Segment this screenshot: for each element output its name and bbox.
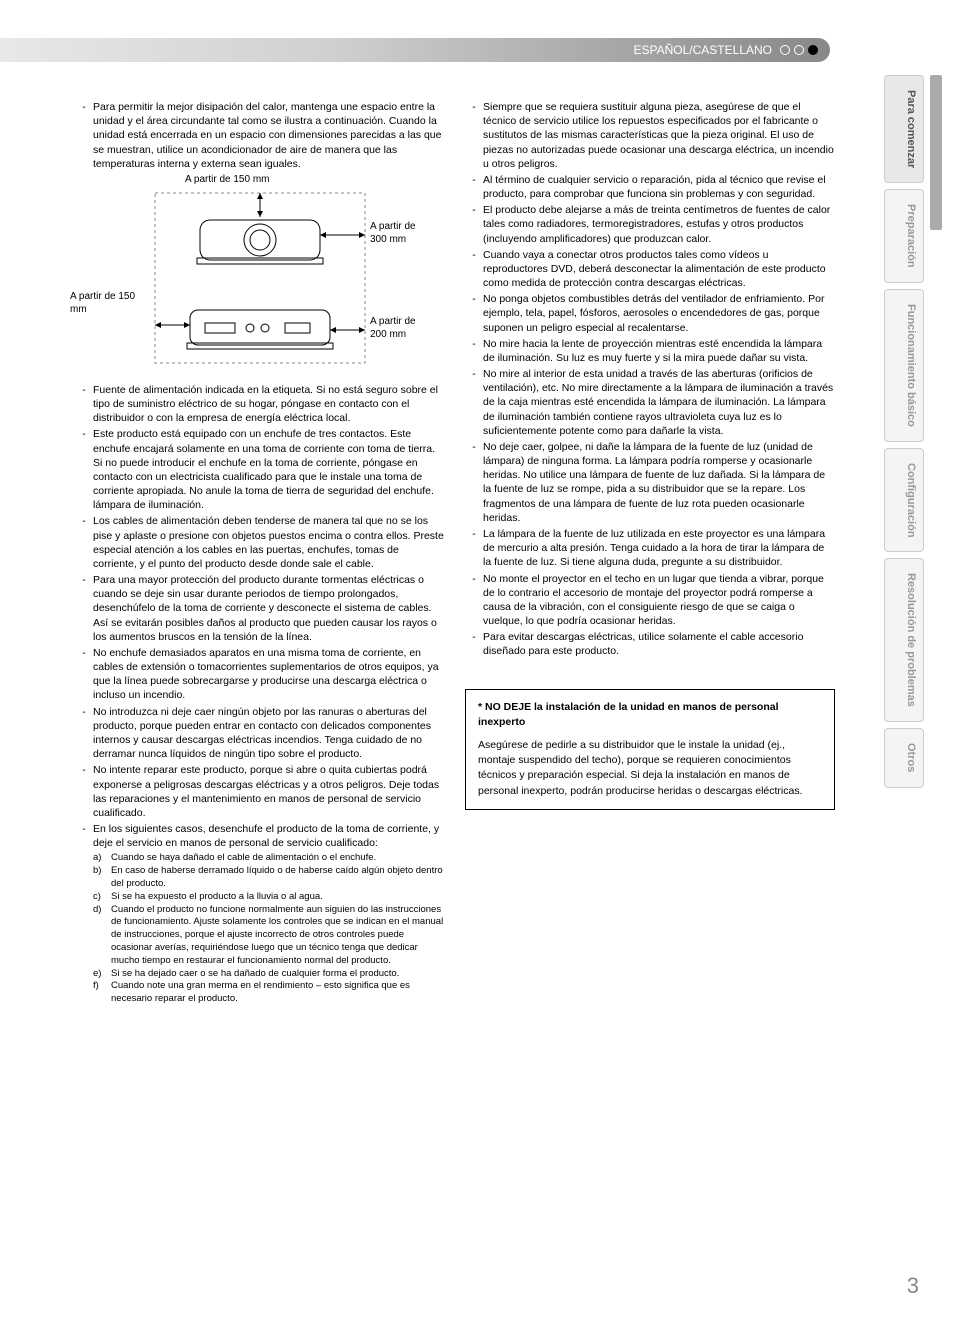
bullet-item: -No introduzca ni deje caer ningún objet… xyxy=(75,705,445,762)
sub-item: b)En caso de haberse derramado líquido o… xyxy=(93,865,445,891)
bullet-item: -No monte el proyector en el techo en un… xyxy=(465,572,835,629)
callout-title: * NO DEJE la instalación de la unidad en… xyxy=(478,700,822,730)
label-r1: A partir de 300 mm xyxy=(370,220,430,247)
tab-otros[interactable]: Otros xyxy=(884,728,924,787)
label-r2: A partir de 200 mm xyxy=(370,315,430,342)
bullet-item: -La lámpara de la fuente de luz utilizad… xyxy=(465,527,835,570)
progress-dots xyxy=(780,45,818,55)
bullet-item: -Al término de cualquier servicio o repa… xyxy=(465,173,835,201)
bullet-item: -Siempre que se requiera sustituir algun… xyxy=(465,100,835,171)
page-number: 3 xyxy=(907,1273,919,1299)
content: - Para permitir la mejor disipación del … xyxy=(75,100,835,1006)
bullet-item: -Para evitar descargas eléctricas, utili… xyxy=(465,630,835,658)
tab-funcionamiento[interactable]: Funcionamiento básico xyxy=(884,289,924,442)
dot xyxy=(794,45,804,55)
dot-active xyxy=(808,45,818,55)
header-bar: ESPAÑOL/CASTELLANO xyxy=(0,38,830,62)
sub-item: e)Si se ha dejado caer o se ha dañado de… xyxy=(93,968,445,981)
label-top: A partir de 150 mm xyxy=(185,173,269,187)
label-left: A partir de 150 mm xyxy=(70,290,150,317)
dot xyxy=(780,45,790,55)
left-column: - Para permitir la mejor disipación del … xyxy=(75,100,445,1006)
bullet-item: -Este producto está equipado con un ench… xyxy=(75,427,445,512)
bullet-item: -No intente reparar este producto, porqu… xyxy=(75,763,445,820)
clearance-diagram: A partir de 150 mm A partir de 300 mm A … xyxy=(115,175,415,375)
bullet-item: -No deje caer, golpee, ni dañe la lámpar… xyxy=(465,440,835,525)
bullet-item: -Para una mayor protección del producto … xyxy=(75,573,445,644)
dash: - xyxy=(75,100,93,171)
bullet-item: -El producto debe alejarse a más de trei… xyxy=(465,203,835,246)
diagram-svg xyxy=(115,175,415,375)
tab-preparacion[interactable]: Preparación xyxy=(884,189,924,283)
sub-item: d)Cuando el producto no funcione normalm… xyxy=(93,904,445,968)
callout-box: * NO DEJE la instalación de la unidad en… xyxy=(465,689,835,810)
sub-item: a)Cuando se haya dañado el cable de alim… xyxy=(93,852,445,865)
bullet-item: -Cuando vaya a conectar otros productos … xyxy=(465,248,835,291)
bullet-text: Para permitir la mejor disipación del ca… xyxy=(93,100,445,171)
tab-configuracion[interactable]: Configuración xyxy=(884,448,924,553)
bullet-item: -No mire hacia la lente de proyección mi… xyxy=(465,337,835,365)
callout-body: Asegúrese de pedirle a su distribuidor q… xyxy=(478,738,822,799)
language-label: ESPAÑOL/CASTELLANO xyxy=(634,43,773,57)
bullet-item: -Los cables de alimentación deben tender… xyxy=(75,514,445,571)
bullet-item: -En los siguientes casos, desenchufe el … xyxy=(75,822,445,850)
right-column: -Siempre que se requiera sustituir algun… xyxy=(465,100,835,1006)
sub-item: f)Cuando note una gran merma en el rendi… xyxy=(93,980,445,1006)
bullet-item: -Fuente de alimentación indicada en la e… xyxy=(75,383,445,426)
bullet-item: -No enchufe demasiados aparatos en una m… xyxy=(75,646,445,703)
bullet-item: -No ponga objetos combustibles detrás de… xyxy=(465,292,835,335)
bullet-item: - Para permitir la mejor disipación del … xyxy=(75,100,445,171)
tab-para-comenzar[interactable]: Para comenzar xyxy=(884,75,924,183)
sub-item: c)Si se ha expuesto el producto a la llu… xyxy=(93,891,445,904)
side-accent xyxy=(930,75,942,230)
bullet-item: -No mire al interior de esta unidad a tr… xyxy=(465,367,835,438)
side-tabs: Para comenzar Preparación Funcionamiento… xyxy=(884,75,924,788)
tab-resolucion[interactable]: Resolución de problemas xyxy=(884,558,924,722)
